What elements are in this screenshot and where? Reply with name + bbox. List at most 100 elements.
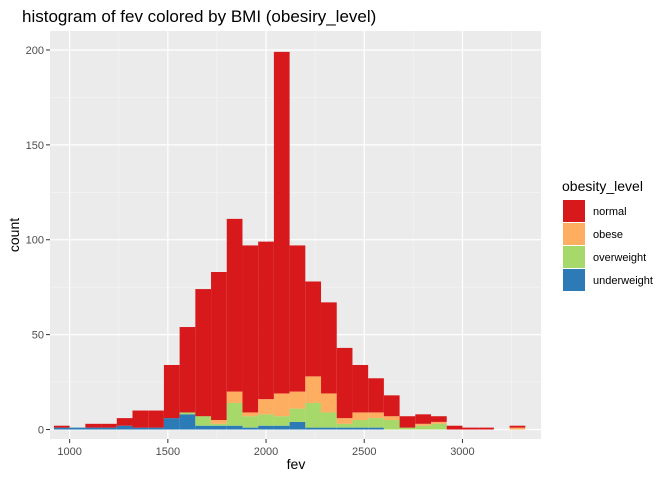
chart-title: histogram of fev colored by BMI (obesiry… bbox=[22, 7, 376, 26]
x-axis-title: fev bbox=[287, 456, 306, 472]
bar-normal-1840 bbox=[226, 218, 243, 392]
bar-underweight-1840 bbox=[226, 425, 243, 430]
bar-obese-2640 bbox=[383, 416, 400, 421]
legend: obesity_level normal obese overweight under… bbox=[562, 178, 653, 291]
x-tick-label: 1500 bbox=[156, 446, 180, 458]
x-tick-label: 2000 bbox=[254, 446, 278, 458]
bar-obese-3280 bbox=[509, 427, 526, 430]
bar-overweight-1920 bbox=[242, 416, 259, 428]
bar-underweight-1040 bbox=[69, 427, 86, 430]
bar-underweight-2480 bbox=[352, 427, 369, 430]
bar-overweight-2880 bbox=[431, 423, 447, 430]
bar-underweight-1200 bbox=[101, 427, 117, 430]
bar-obese-2800 bbox=[415, 423, 432, 426]
bar-normal-2960 bbox=[446, 425, 463, 430]
x-tick-label: 3000 bbox=[450, 446, 474, 458]
bar-overweight-2480 bbox=[352, 420, 369, 428]
bar-normal-1280 bbox=[116, 418, 133, 426]
bar-normal-2080 bbox=[273, 51, 290, 394]
bar-normal-2400 bbox=[336, 347, 353, 419]
bar-underweight-1120 bbox=[85, 427, 102, 430]
x-tick-label: 1000 bbox=[57, 446, 81, 458]
legend-swatch-underweight bbox=[563, 269, 585, 291]
y-axis: 0 50 100 150 200 bbox=[26, 45, 50, 437]
bar-obese-2400 bbox=[336, 418, 353, 424]
bar-underweight-2080 bbox=[273, 425, 290, 430]
bar-overweight-1680 bbox=[195, 416, 212, 426]
bar-underweight-1360 bbox=[132, 427, 149, 430]
bar-overweight-1760 bbox=[211, 423, 227, 426]
bar-normal-1760 bbox=[211, 272, 227, 421]
bar-normal-960 bbox=[53, 425, 70, 428]
bar-obese-1760 bbox=[211, 420, 227, 424]
bar-normal-1440 bbox=[148, 410, 164, 428]
y-tick-label: 100 bbox=[26, 235, 44, 247]
bar-underweight-1760 bbox=[211, 425, 227, 430]
bar-obese-1920 bbox=[242, 412, 259, 417]
bar-normal-1920 bbox=[242, 245, 259, 413]
legend-swatch-overweight bbox=[563, 246, 585, 268]
bar-normal-2000 bbox=[258, 241, 274, 400]
bar-underweight-1920 bbox=[242, 427, 259, 430]
bar-underweight-960 bbox=[53, 427, 70, 430]
legend-label-normal: normal bbox=[593, 206, 627, 218]
x-axis: 1000 1500 2000 2500 3000 bbox=[57, 439, 475, 458]
bar-overweight-2080 bbox=[273, 416, 290, 426]
bar-overweight-2000 bbox=[258, 414, 274, 426]
bar-obese-2480 bbox=[352, 412, 369, 421]
legend-label-obese: obese bbox=[593, 229, 623, 241]
bar-underweight-2240 bbox=[305, 427, 322, 430]
bar-underweight-1520 bbox=[163, 418, 180, 430]
bar-underweight-2160 bbox=[289, 421, 306, 430]
y-tick-label: 200 bbox=[26, 45, 44, 57]
bar-underweight-1680 bbox=[195, 425, 212, 430]
bar-overweight-1600 bbox=[179, 412, 196, 415]
bar-normal-2720 bbox=[399, 416, 416, 428]
bar-obese-1840 bbox=[226, 391, 243, 403]
bar-overweight-2400 bbox=[336, 423, 353, 428]
bar-obese-2080 bbox=[273, 393, 290, 417]
bar-underweight-2400 bbox=[336, 427, 353, 430]
bar-underweight-2560 bbox=[368, 427, 384, 430]
bar-normal-2640 bbox=[383, 395, 400, 417]
legend-label-underweight: underweight bbox=[593, 275, 653, 287]
bar-normal-2880 bbox=[431, 416, 447, 422]
legend-swatch-obese bbox=[563, 223, 585, 245]
bar-obese-2240 bbox=[305, 376, 322, 403]
histogram-bars bbox=[53, 51, 526, 430]
bar-overweight-2800 bbox=[415, 425, 432, 430]
bar-underweight-2320 bbox=[321, 427, 337, 430]
bar-obese-2320 bbox=[321, 393, 337, 413]
bar-overweight-2320 bbox=[321, 412, 337, 428]
legend-title: obesity_level bbox=[562, 178, 643, 194]
bar-normal-2800 bbox=[415, 414, 432, 424]
bar-normal-3040 bbox=[462, 427, 479, 430]
bar-normal-2160 bbox=[289, 245, 306, 392]
bar-overweight-2640 bbox=[383, 420, 400, 430]
bar-obese-2880 bbox=[431, 421, 447, 424]
bar-underweight-1440 bbox=[148, 427, 164, 430]
bar-normal-1360 bbox=[132, 410, 149, 428]
bar-underweight-2000 bbox=[258, 425, 274, 430]
bar-overweight-2160 bbox=[289, 408, 306, 422]
legend-swatch-normal bbox=[563, 200, 585, 222]
bar-overweight-2720 bbox=[399, 427, 416, 430]
bar-underweight-1280 bbox=[116, 425, 133, 430]
bar-normal-2240 bbox=[305, 281, 322, 377]
y-tick-label: 50 bbox=[32, 330, 44, 342]
bar-normal-1120 bbox=[85, 423, 102, 428]
bar-normal-1600 bbox=[179, 327, 196, 413]
bar-obese-2560 bbox=[368, 412, 384, 419]
bar-overweight-2240 bbox=[305, 402, 322, 428]
y-axis-title: count bbox=[6, 218, 22, 252]
bar-normal-3280 bbox=[509, 425, 526, 428]
y-tick-label: 150 bbox=[26, 140, 44, 152]
bar-normal-1200 bbox=[101, 423, 117, 428]
y-tick-label: 0 bbox=[38, 425, 44, 437]
x-tick-label: 2500 bbox=[352, 446, 376, 458]
bar-obese-2000 bbox=[258, 399, 274, 415]
bar-overweight-1840 bbox=[226, 402, 243, 426]
bar-normal-2320 bbox=[321, 302, 337, 394]
bar-normal-1680 bbox=[195, 289, 212, 417]
